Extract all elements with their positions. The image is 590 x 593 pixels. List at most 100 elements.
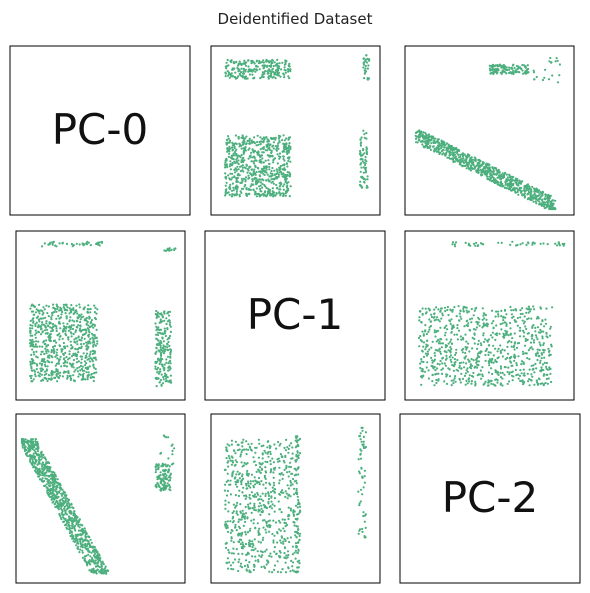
scatter-point xyxy=(278,185,281,188)
scatter-point xyxy=(435,372,438,375)
scatter-point xyxy=(506,382,509,385)
scatter-point xyxy=(163,350,166,353)
scatter-point xyxy=(44,347,47,350)
scatter-point xyxy=(65,242,69,245)
scatter-point xyxy=(58,338,61,341)
scatter-point xyxy=(488,64,491,67)
scatter-point xyxy=(274,145,277,148)
scatter-point xyxy=(73,510,76,513)
scatter-point xyxy=(540,330,543,333)
scatter-point xyxy=(64,370,68,373)
scatter-point xyxy=(168,319,171,322)
scatter-point xyxy=(169,321,172,324)
scatter-point xyxy=(66,374,69,377)
scatter-point xyxy=(70,344,73,347)
scatter-point xyxy=(531,325,534,328)
scatter-point xyxy=(36,443,39,446)
scatter-point xyxy=(426,361,429,364)
scatter-point xyxy=(272,182,275,185)
scatter-point xyxy=(446,308,449,312)
scatter-point xyxy=(360,162,363,165)
scatter-point xyxy=(36,356,39,359)
scatter-point xyxy=(236,513,239,516)
scatter-point xyxy=(224,75,227,78)
scatter-point xyxy=(167,470,170,473)
scatter-point xyxy=(158,342,161,345)
scatter-point xyxy=(61,516,65,519)
scatter-point xyxy=(502,173,505,177)
scatter-point xyxy=(465,309,468,312)
scatter-point xyxy=(243,59,246,62)
scatter-point xyxy=(268,147,271,150)
scatter-point xyxy=(34,343,37,346)
scatter-point xyxy=(88,569,91,572)
scatter-point xyxy=(476,343,480,346)
scatter-point xyxy=(538,193,541,196)
scatter-point xyxy=(264,159,267,162)
scatter-point xyxy=(88,545,91,548)
scatter-point xyxy=(24,441,28,444)
scatter-point xyxy=(506,352,510,355)
scatter-point xyxy=(63,309,66,312)
scatter-point xyxy=(58,514,62,517)
scatter-point xyxy=(491,336,494,339)
scatter-point xyxy=(100,561,103,564)
panel-0-0: PC-0 xyxy=(9,45,191,216)
scatter-point xyxy=(94,559,97,562)
scatter-point xyxy=(451,310,454,313)
scatter-point xyxy=(488,360,491,363)
scatter-point xyxy=(519,243,522,246)
scatter-point xyxy=(253,162,256,165)
scatter-point xyxy=(527,242,530,245)
scatter-point xyxy=(52,351,56,354)
scatter-point xyxy=(259,77,262,80)
scatter-point xyxy=(62,490,65,493)
scatter-point xyxy=(59,335,62,338)
scatter-point xyxy=(157,474,160,477)
scatter-point xyxy=(449,358,452,361)
scatter-point xyxy=(513,319,516,322)
scatter-point xyxy=(79,355,82,358)
scatter-point xyxy=(521,69,524,72)
scatter-point xyxy=(65,365,69,368)
scatter-point xyxy=(521,312,524,315)
scatter-point xyxy=(263,173,266,177)
scatter-point xyxy=(78,526,81,529)
scatter-point xyxy=(288,62,291,65)
scatter-point xyxy=(234,71,237,74)
scatter-point xyxy=(52,496,55,499)
scatter-point xyxy=(433,308,436,311)
scatter-point xyxy=(513,359,516,362)
scatter-point xyxy=(473,337,476,341)
scatter-point xyxy=(46,486,49,489)
scatter-point xyxy=(82,539,85,542)
scatter-point xyxy=(159,352,163,355)
scatter-point xyxy=(459,309,462,312)
scatter-point xyxy=(538,203,541,206)
scatter-point xyxy=(523,192,527,195)
scatter-point xyxy=(441,342,444,345)
scatter-point xyxy=(78,306,81,309)
scatter-point xyxy=(233,67,236,70)
scatter-point xyxy=(66,306,69,309)
scatter-point xyxy=(478,324,481,327)
scatter-point xyxy=(156,311,160,314)
scatter-point xyxy=(424,348,427,351)
scatter-point xyxy=(155,483,158,486)
scatter-point xyxy=(30,304,33,307)
scatter-point xyxy=(529,378,533,382)
scatter-point xyxy=(545,361,549,365)
scatter-point xyxy=(517,193,520,196)
scatter-point xyxy=(81,375,85,378)
scatter-point xyxy=(86,547,90,550)
scatter-point xyxy=(525,311,528,314)
scatter-point xyxy=(56,333,60,336)
scatter-point xyxy=(262,147,265,150)
scatter-point xyxy=(226,489,229,493)
scatter-point xyxy=(445,147,448,150)
scatter-point xyxy=(78,538,81,541)
scatter-point xyxy=(367,64,370,67)
scatter-point xyxy=(488,358,491,361)
scatter-point xyxy=(491,69,494,72)
scatter-point xyxy=(55,317,58,320)
